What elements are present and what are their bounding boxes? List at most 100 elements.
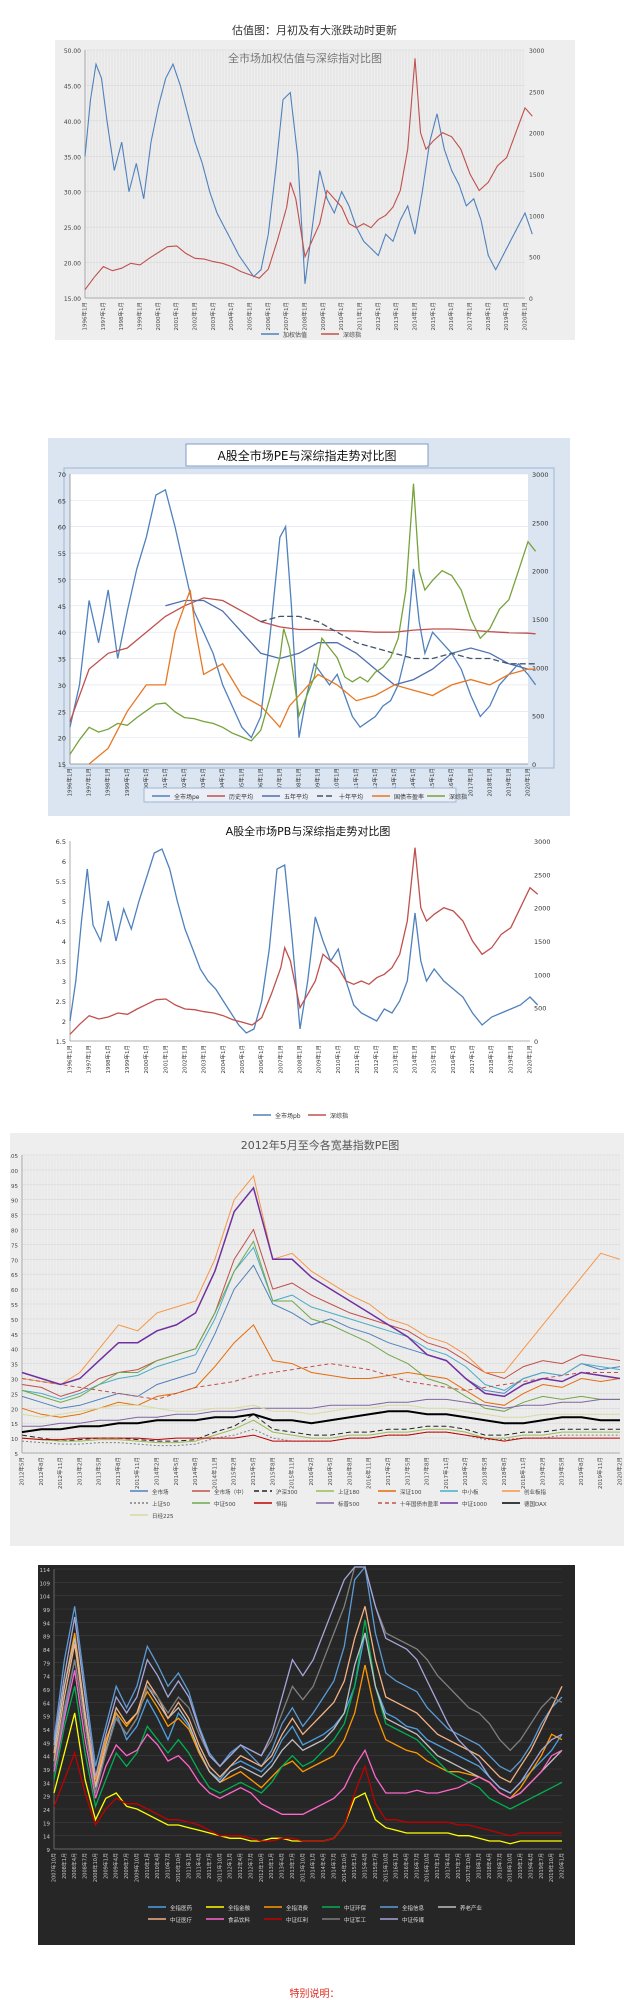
legend-label: 深证100 — [400, 1488, 422, 1496]
x-tick-label: 1996年1月 — [66, 768, 74, 797]
y-tick-label: 45.00 — [64, 83, 81, 90]
y2-tick-label: 3000 — [529, 48, 544, 55]
x-tick-label: 1998年1月 — [104, 1045, 112, 1074]
x-tick-label: 2010年4月 — [154, 1853, 161, 1879]
x-tick-label: 2009年4月 — [113, 1853, 120, 1879]
y-tick-label: 5.5 — [56, 878, 66, 886]
x-tick-label: 2013年7月 — [289, 1853, 296, 1879]
legend-label: 恒指 — [276, 1500, 288, 1508]
x-tick-label: 1999年1月 — [123, 1045, 131, 1074]
y-tick-label: 55 — [11, 1303, 18, 1309]
x-tick-label: 2000年1月 — [142, 1045, 150, 1074]
x-tick-label: 2002年1月 — [181, 1045, 189, 1074]
y-tick-label: 105 — [10, 1154, 18, 1160]
chart-4-svg: 5 10 15 20 25 30 35 40 45 50 55 60 65 70 75 80 85 90 95 100… — [10, 1133, 624, 1546]
series-line — [21, 1404, 620, 1418]
x-tick-label: 1999年1月 — [136, 302, 144, 331]
legend-label: 德国DAX — [524, 1500, 547, 1508]
y2-tick-label: 2500 — [532, 519, 549, 527]
y-tick-label: 75 — [11, 1243, 18, 1249]
y-tick-label: 4 — [62, 938, 66, 946]
y-tick-label: 30 — [11, 1378, 18, 1384]
legend-label: 创业板指 — [524, 1488, 547, 1496]
x-tick-label: 2017年7月 — [455, 1853, 462, 1879]
y-tick-label: 65 — [11, 1273, 18, 1279]
x-tick-label: 2008年7月 — [82, 1853, 89, 1879]
chart-panel-4: 5 10 15 20 25 30 35 40 45 50 55 60 65 70 75 80 85 90 95 100… — [10, 1133, 624, 1546]
series-line — [88, 589, 536, 765]
y-tick-label: 45 — [58, 603, 66, 611]
chart-3-svg: 1.5 2 2.5 3 3.5 4 4.5 5 5.5 6 6.5 0 500 1000 1500 2000 2… — [48, 823, 570, 1127]
y-tick-label: 64 — [43, 1701, 50, 1707]
x-tick-label: 2019年7月 — [538, 1853, 545, 1879]
series-line — [84, 62, 533, 284]
y-tick-label: 50 — [11, 1318, 18, 1324]
legend-label: 深综指 — [330, 1112, 348, 1120]
x-tick-label: 2001年1月 — [161, 1045, 169, 1074]
x-tick-label: 2002年1月 — [180, 768, 188, 797]
legend-label: 深综指 — [343, 331, 361, 339]
x-tick-label: 2003年1月 — [209, 302, 217, 331]
legend-label: 国债市盈率 — [394, 793, 424, 801]
x-tick-label: 2018年10月 — [507, 1853, 514, 1882]
x-tick-label: 2012年1月 — [227, 1853, 234, 1879]
x-tick-label: 2017年1月 — [468, 1045, 476, 1074]
x-tick-label: 1996年1月 — [66, 1045, 74, 1074]
x-tick-label: 2014年1月 — [409, 768, 417, 797]
x-tick-label: 2015年8月 — [268, 1457, 276, 1486]
y-tick-label: 70 — [11, 1258, 18, 1264]
y2-tick-label: 1500 — [529, 172, 544, 179]
legend-label: 深综指 — [449, 793, 467, 801]
legend-label: 养老产业 — [460, 1904, 483, 1912]
y-tick-label: 59 — [43, 1715, 50, 1721]
y-tick-label: 4.5 — [56, 918, 66, 926]
x-tick-label: 2007年10月 — [51, 1853, 58, 1882]
y-tick-label: 3.5 — [56, 958, 66, 966]
y-tick-label: 10 — [11, 1437, 18, 1443]
series-line — [165, 599, 536, 686]
series-line — [21, 1246, 621, 1400]
y-tick-label: 50 — [58, 576, 66, 584]
x-tick-label: 2017年1月 — [466, 768, 474, 797]
legend-label: 日经225 — [152, 1512, 174, 1520]
x-tick-label: 2020年2月 — [616, 1457, 624, 1486]
x-tick-label: 2006年1月 — [256, 768, 264, 797]
y-tick-label: 74 — [43, 1675, 50, 1681]
x-tick-label: 2012年4月 — [237, 1853, 244, 1879]
y-tick-label: 14 — [43, 1835, 50, 1841]
x-tick-label: 2019年5月 — [558, 1457, 566, 1486]
series-line — [21, 1186, 621, 1398]
legend-label: 全市场（中） — [214, 1488, 247, 1496]
x-tick-label: 2011年7月 — [206, 1853, 213, 1879]
legend-label: 五年平均 — [284, 793, 308, 801]
x-tick-label: 2004年1月 — [218, 768, 226, 797]
y2-tick-label: 2000 — [532, 568, 549, 576]
y-tick-label: 3 — [62, 978, 66, 986]
x-tick-label: 2016年5月 — [326, 1457, 334, 1486]
series-line — [53, 1670, 563, 1815]
x-tick-label: 1999年1月 — [123, 768, 131, 797]
x-tick-label: 2005年1月 — [237, 768, 245, 797]
legend-label: 十年国债市盈率 — [400, 1500, 439, 1508]
y2-tick-label: 2000 — [534, 905, 551, 913]
x-tick-label: 2013年1月 — [268, 1853, 275, 1879]
x-tick-label: 2014年7月 — [330, 1853, 337, 1879]
series-line — [69, 597, 536, 723]
y-tick-label: 84 — [43, 1648, 50, 1654]
chart-panel-2: 15 20 25 30 35 40 45 50 55 60 65 70 0 500 1000 1500 2000… — [48, 438, 570, 816]
chart-2-svg: 15 20 25 30 35 40 45 50 55 60 65 70 0 500 1000 1500 2000… — [48, 438, 570, 816]
x-tick-label: 2009年1月 — [102, 1853, 109, 1879]
legend-label: 标普500 — [338, 1500, 360, 1508]
x-tick-label: 2013年5月 — [95, 1457, 103, 1486]
y-tick-label: 9 — [47, 1848, 51, 1854]
y-tick-label: 85 — [11, 1214, 18, 1220]
y-tick-label: 104 — [40, 1595, 51, 1601]
legend-label: 上证180 — [338, 1488, 360, 1496]
series-line — [21, 1240, 620, 1412]
title-box — [185, 443, 429, 467]
x-tick-label: 2018年2月 — [461, 1457, 469, 1486]
x-tick-label: 2011年1月 — [353, 1045, 361, 1074]
x-tick-label: 2019年4月 — [527, 1853, 534, 1879]
x-tick-label: 2019年1月 — [502, 302, 510, 331]
x-tick-label: 2018年1月 — [484, 302, 492, 331]
